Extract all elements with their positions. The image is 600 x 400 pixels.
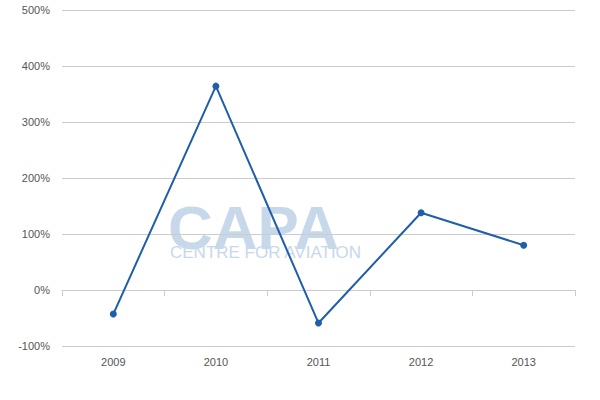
svg-text:0%: 0%: [34, 284, 50, 296]
svg-text:CENTRE FOR AVIATION: CENTRE FOR AVIATION: [170, 243, 361, 262]
svg-text:2009: 2009: [101, 356, 125, 368]
svg-text:100%: 100%: [22, 228, 50, 240]
svg-text:CAPA: CAPA: [168, 192, 340, 262]
svg-text:200%: 200%: [22, 172, 50, 184]
svg-text:-100%: -100%: [18, 340, 50, 352]
svg-text:2012: 2012: [409, 356, 433, 368]
svg-text:400%: 400%: [22, 60, 50, 72]
svg-text:500%: 500%: [22, 4, 50, 16]
svg-text:300%: 300%: [22, 116, 50, 128]
svg-text:2011: 2011: [307, 356, 331, 368]
svg-text:2013: 2013: [511, 356, 535, 368]
svg-text:2010: 2010: [204, 356, 228, 368]
